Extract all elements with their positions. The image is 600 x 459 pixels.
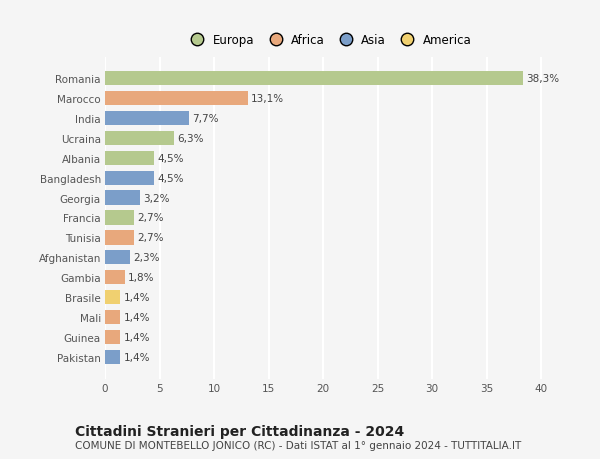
Bar <box>105 231 134 245</box>
Legend: Europa, Africa, Asia, America: Europa, Africa, Asia, America <box>185 34 472 47</box>
Bar <box>105 151 154 166</box>
Text: 4,5%: 4,5% <box>157 153 184 163</box>
Text: 38,3%: 38,3% <box>526 74 559 84</box>
Bar <box>105 350 120 364</box>
Bar <box>105 112 189 126</box>
Text: 2,7%: 2,7% <box>138 213 164 223</box>
Bar <box>105 72 523 86</box>
Bar <box>105 330 120 344</box>
Text: 7,7%: 7,7% <box>192 114 219 124</box>
Bar <box>105 211 134 225</box>
Bar <box>105 290 120 304</box>
Text: 1,4%: 1,4% <box>124 292 150 302</box>
Bar <box>105 310 120 325</box>
Bar <box>105 191 140 205</box>
Text: 1,4%: 1,4% <box>124 332 150 342</box>
Text: 1,8%: 1,8% <box>128 273 154 283</box>
Text: 2,7%: 2,7% <box>138 233 164 243</box>
Text: 6,3%: 6,3% <box>177 134 203 144</box>
Text: 3,2%: 3,2% <box>143 193 170 203</box>
Text: 13,1%: 13,1% <box>251 94 284 104</box>
Text: COMUNE DI MONTEBELLO JONICO (RC) - Dati ISTAT al 1° gennaio 2024 - TUTTITALIA.IT: COMUNE DI MONTEBELLO JONICO (RC) - Dati … <box>75 440 521 450</box>
Bar <box>105 270 125 285</box>
Text: 4,5%: 4,5% <box>157 174 184 183</box>
Text: 2,3%: 2,3% <box>133 253 160 263</box>
Text: 1,4%: 1,4% <box>124 312 150 322</box>
Text: Cittadini Stranieri per Cittadinanza - 2024: Cittadini Stranieri per Cittadinanza - 2… <box>75 425 404 438</box>
Bar <box>105 171 154 185</box>
Bar <box>105 251 130 265</box>
Text: 1,4%: 1,4% <box>124 352 150 362</box>
Bar <box>105 132 173 146</box>
Bar <box>105 92 248 106</box>
